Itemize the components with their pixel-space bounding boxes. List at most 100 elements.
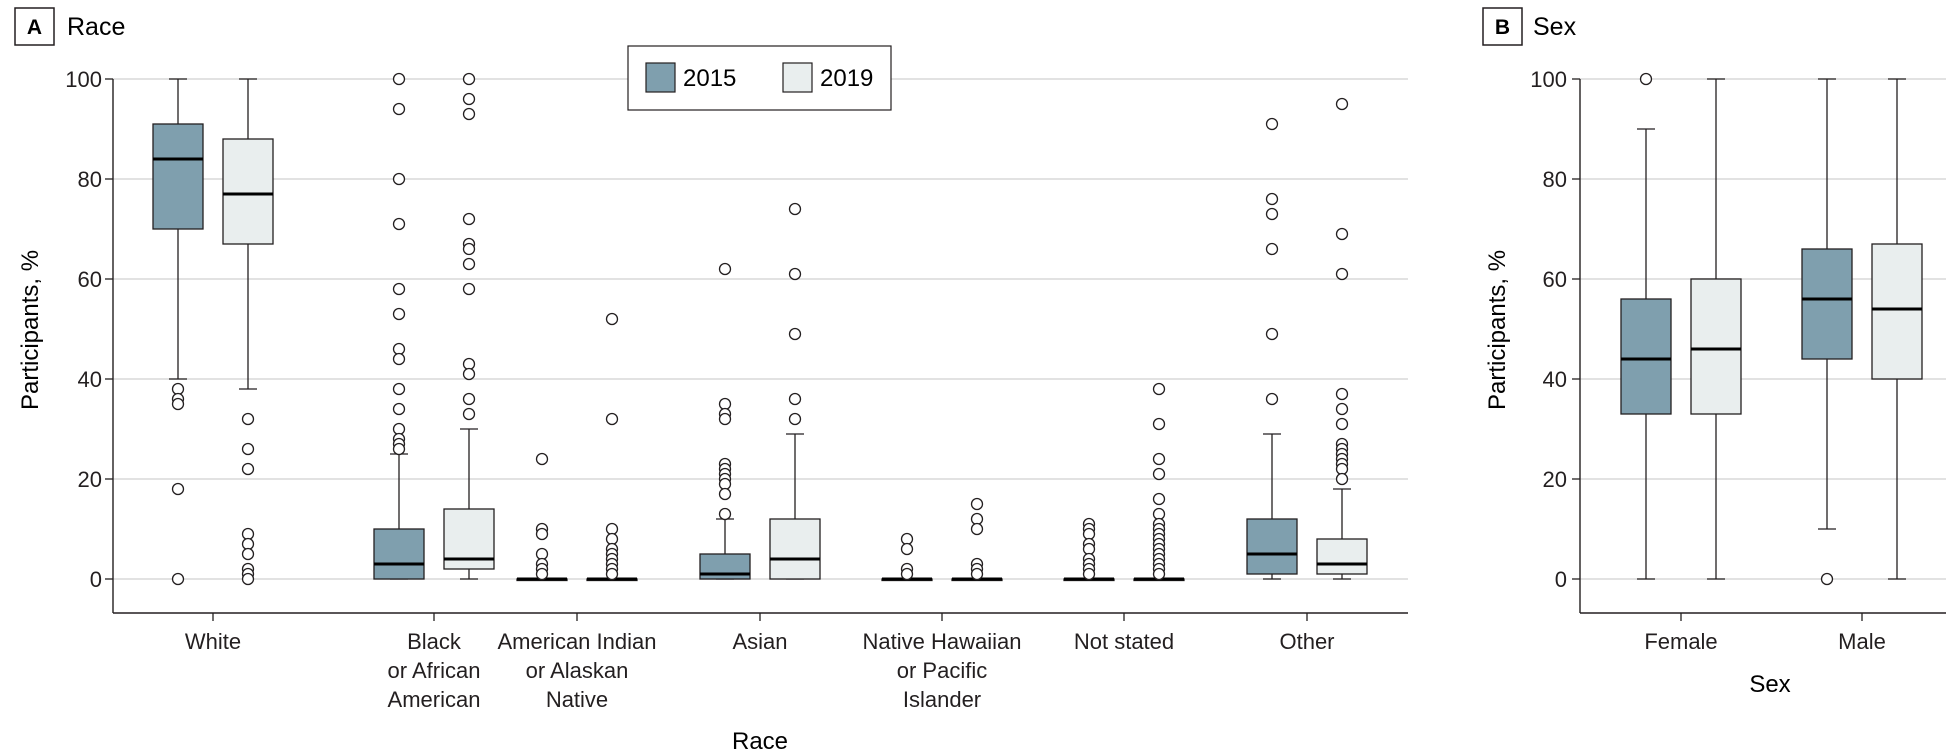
panel-a-not-stated-2019-outlier-4: [1152, 492, 1166, 506]
panel-a-white-2019-outlier-3: [241, 527, 255, 541]
panel-a-category-label-not-stated: Not stated: [1074, 629, 1174, 654]
panel-a-american-indian-or-alaskan-native-2019-outlier-2: [605, 522, 619, 536]
panel-a-american-indian-or-alaskan-native-2019-outlier-1: [605, 412, 619, 426]
panel-a-title: Race: [67, 13, 125, 41]
panel-a-black-or-african-american-2015-outlier-5: [392, 307, 406, 321]
panel-b-x-axis-title: Sex: [1749, 671, 1790, 698]
panel-a-white-2019-outlier-5: [241, 547, 255, 561]
panel-a-black-or-african-american-2015-outlier-8: [392, 382, 406, 396]
panel-a-asian-2019-outlier-3: [788, 392, 802, 406]
panel-a-black-or-african-american-2015-outlier-1: [392, 102, 406, 116]
panel-a-category-label-native-hawaiian-or-pacific-islander: Native Hawaiian or Pacific Islander: [863, 629, 1022, 712]
panel-a-asian-2015-outlier-9: [718, 487, 732, 501]
panel-a-other-2015-outlier-0: [1265, 117, 1279, 131]
panel-a-black-or-african-american-2015-outlier-0: [392, 72, 406, 86]
panel-a-not-stated-2015-outlier-2: [1082, 527, 1096, 541]
panel-a-other-2019-outlier-3: [1335, 387, 1349, 401]
legend-label-2019: 2019: [820, 65, 873, 92]
panel-a-white-2019-outlier-8: [241, 572, 255, 586]
panel-a-not-stated-2019-outlier-3: [1152, 467, 1166, 481]
legend: 2015 2019: [627, 45, 892, 111]
panel-b-plot: 0 20 40 60 80 100 Female Male: [1530, 67, 1946, 654]
panel-a-white-2019-outlier-4: [241, 537, 255, 551]
panel-a-black-or-african-american-2019-outlier-9: [462, 367, 476, 381]
panel-b-category-label-male: Male: [1838, 629, 1886, 654]
panel-a-category-label-other: Other: [1279, 629, 1334, 654]
panel-a-other-2019-outlier-5: [1335, 417, 1349, 431]
panel-a-badge-box: [14, 7, 55, 46]
panel-a-asian-2019-outlier-2: [788, 327, 802, 341]
panel-a-black-or-african-american-2019-outlier-3: [462, 212, 476, 226]
panel-a-other-2015-outlier-5: [1265, 392, 1279, 406]
panel-a-other-2015-outlier-3: [1265, 242, 1279, 256]
panel-b-y-tick-label-80: 80: [1543, 167, 1567, 192]
panel-a-white-2019-outlier-1: [241, 442, 255, 456]
panel-a-white-2015-outlier-4: [171, 572, 185, 586]
panel-a-other-2019-outlier-4: [1335, 402, 1349, 416]
panel-b-badge-box: [1482, 7, 1523, 46]
panel-a-american-indian-or-alaskan-native-2019-outlier-3: [605, 532, 619, 546]
panel-b-badge: B: [1495, 16, 1510, 39]
panel-a-category-label-american-indian-or-alaskan-native: American Indian or Alaskan Native: [498, 629, 657, 712]
panel-a-not-stated-2019-outlier-2: [1152, 452, 1166, 466]
panel-b-title: Sex: [1533, 13, 1577, 41]
panel-b-female-2015-outlier-0: [1639, 72, 1653, 86]
panel-a-asian-2019-outlier-4: [788, 412, 802, 426]
panel-a-asian-2019-box: [769, 518, 821, 580]
panel-a-native-hawaiian-or-pacific-islander-2015-outlier-0: [900, 532, 914, 546]
panel-b-y-tick-label-40: 40: [1543, 367, 1567, 392]
panel-a-y-axis-title: Participants, %: [17, 250, 44, 410]
panel-a-other-2019-outlier-2: [1335, 267, 1349, 281]
panel-a-other-2015-outlier-1: [1265, 192, 1279, 206]
panel-a-black-or-african-american-2015-outlier-4: [392, 282, 406, 296]
panel-a-other-2015-outlier-4: [1265, 327, 1279, 341]
panel-a-asian-2019-outlier-0: [788, 202, 802, 216]
panel-a-black-or-african-american-2015-box: [373, 528, 425, 580]
panel-a-american-indian-or-alaskan-native-2019-outlier-9: [605, 567, 619, 581]
panel-a-not-stated-2019-outlier-1: [1152, 417, 1166, 431]
panel-b-y-tick-label-0: 0: [1555, 567, 1567, 592]
panel-b-y-tick-label-100: 100: [1530, 67, 1567, 92]
panel-a-black-or-african-american-2019-outlier-0: [462, 72, 476, 86]
panel-a-asian-2015-outlier-3: [718, 412, 732, 426]
panel-a-y-tick-label-20: 20: [78, 467, 102, 492]
panel-a-other-2019-outlier-12: [1335, 472, 1349, 486]
panel-a-native-hawaiian-or-pacific-islander-2019-outlier-2: [970, 522, 984, 536]
legend-swatch-2015: [645, 62, 676, 93]
panel-a-asian-2019-outlier-1: [788, 267, 802, 281]
panel-a-white-2019-box: [222, 138, 274, 245]
panel-a-y-tick-label-100: 100: [65, 67, 102, 92]
legend-label-2015: 2015: [683, 65, 736, 92]
panel-a-y-tick-label-0: 0: [90, 567, 102, 592]
panel-b-male-2019-box: [1871, 243, 1923, 380]
panel-a-white-2015-outlier-3: [171, 482, 185, 496]
panel-a-other-2015-box: [1246, 518, 1298, 575]
legend-swatch-2019: [782, 62, 813, 93]
panel-b-y-tick-label-20: 20: [1543, 467, 1567, 492]
panel-b-female-2019-box: [1690, 278, 1742, 415]
panel-a-native-hawaiian-or-pacific-islander-2019-outlier-1: [970, 512, 984, 526]
panel-a-not-stated-2015-outlier-8: [1082, 567, 1096, 581]
panel-a-category-label-black-or-african-american: Black or African American: [388, 629, 481, 712]
panel-a-black-or-african-american-2015-outlier-13: [392, 442, 406, 456]
panel-a-black-or-african-american-2015-outlier-9: [392, 402, 406, 416]
panel-a-black-or-african-american-2015-outlier-3: [392, 217, 406, 231]
panel-a-other-2019-outlier-0: [1335, 97, 1349, 111]
panel-a-not-stated-2015-outlier-4: [1082, 542, 1096, 556]
panel-a-black-or-african-american-2015-outlier-7: [392, 352, 406, 366]
panel-a-not-stated-2019-outlier-16: [1152, 567, 1166, 581]
panel-b-header: B Sex: [1482, 7, 1577, 46]
panel-a-black-or-african-american-2019-outlier-10: [462, 392, 476, 406]
panel-a-other-2015-outlier-2: [1265, 207, 1279, 221]
panel-b-category-label-female: Female: [1644, 629, 1717, 654]
panel-a-category-label-white: White: [185, 629, 241, 654]
panel-a-white-2015-box: [152, 123, 204, 230]
panel-a-native-hawaiian-or-pacific-islander-2015-outlier-1: [900, 542, 914, 556]
panel-a-white-2019-outlier-0: [241, 412, 255, 426]
panel-a-black-or-african-american-2019-outlier-6: [462, 257, 476, 271]
panel-a-american-indian-or-alaskan-native-2015-outlier-3: [535, 547, 549, 561]
panel-a-white-2015-outlier-2: [171, 397, 185, 411]
panel-b-female-2015-box: [1620, 298, 1672, 415]
panel-a-american-indian-or-alaskan-native-2015-outlier-6: [535, 567, 549, 581]
